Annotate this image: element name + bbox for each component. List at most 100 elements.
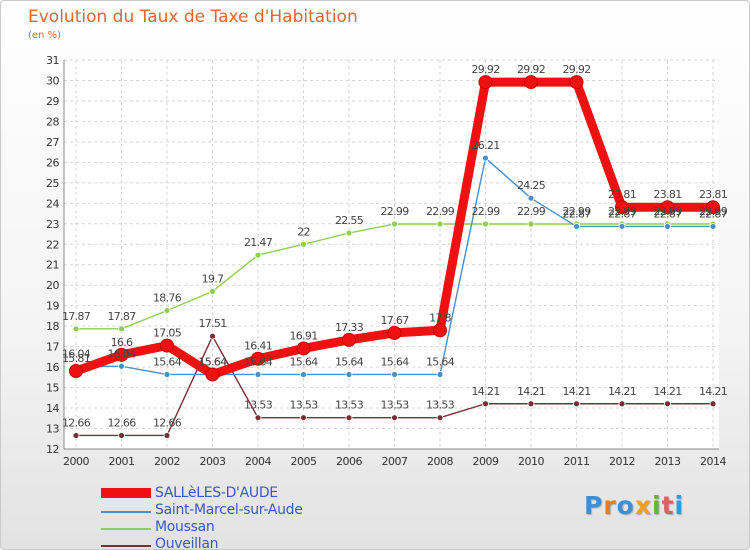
data-point-1 — [527, 194, 535, 202]
x-tick-label: 2010 — [518, 455, 544, 468]
data-label-3: 14.21 — [699, 385, 727, 398]
y-tick-label: 30 — [46, 74, 59, 87]
y-tick-label: 12 — [46, 443, 59, 456]
data-label-2: 22.99 — [608, 205, 637, 218]
data-label-3: 13.53 — [290, 399, 319, 412]
data-point-2 — [527, 220, 535, 228]
data-label-2: 22.99 — [563, 205, 592, 218]
chart-title: Evolution du Taux de Taxe d'Habitation — [28, 7, 358, 27]
y-tick-label: 18 — [46, 320, 59, 333]
data-point-3 — [118, 432, 125, 439]
data-label-2: 22.55 — [335, 214, 364, 227]
data-label-0: 23.81 — [699, 188, 727, 201]
x-tick-label: 2009 — [473, 455, 499, 468]
data-point-3 — [163, 432, 171, 439]
chart-subtitle: (en %) — [28, 30, 61, 41]
data-label-0: 16.41 — [244, 340, 272, 353]
data-label-3: 14.21 — [517, 385, 545, 398]
y-tick-label: 20 — [46, 279, 59, 292]
data-label-3: 17.51 — [199, 317, 227, 330]
y-tick-label: 14 — [46, 402, 59, 415]
proxiti-logo: Proxiti — [584, 491, 685, 520]
y-tick-label: 23 — [46, 218, 59, 231]
data-point-1 — [391, 371, 398, 378]
data-point-1 — [618, 223, 626, 230]
y-tick-label: 29 — [46, 95, 59, 108]
data-label-1: 15.64 — [335, 355, 364, 368]
x-tick-label: 2008 — [427, 455, 453, 468]
data-point-1 — [345, 371, 353, 378]
data-label-1: 22.87 — [563, 207, 592, 220]
legend-swatch-moussan — [101, 528, 151, 530]
legend-swatch-saint-marcel — [101, 511, 151, 513]
data-point-0 — [478, 75, 493, 90]
data-point-1 — [118, 362, 125, 370]
x-tick-label: 2005 — [291, 455, 317, 468]
data-point-3 — [300, 414, 307, 422]
y-tick-label: 13 — [46, 423, 59, 436]
x-tick-label: 2013 — [655, 455, 681, 468]
data-point-3 — [709, 400, 717, 408]
data-label-1: 22.87 — [654, 207, 683, 220]
data-point-0 — [660, 200, 675, 215]
data-point-1 — [163, 371, 171, 378]
data-label-0: 15.64 — [199, 355, 228, 368]
data-label-1: 15.64 — [153, 355, 182, 368]
data-point-2 — [436, 220, 444, 228]
data-point-3 — [436, 414, 444, 422]
y-tick-label: 17 — [46, 341, 59, 354]
data-point-3 — [482, 400, 489, 408]
data-label-3: 13.53 — [244, 399, 273, 412]
data-point-1 — [664, 223, 671, 230]
data-label-2: 17.87 — [108, 310, 137, 323]
x-tick-label: 2004 — [245, 455, 271, 468]
y-tick-label: 15 — [46, 382, 59, 395]
data-label-2: 22.99 — [472, 205, 501, 218]
y-tick-label: 26 — [46, 156, 59, 169]
data-point-0 — [342, 332, 356, 347]
data-label-0: 17.05 — [153, 327, 182, 340]
data-point-3 — [573, 400, 580, 408]
data-point-1 — [436, 371, 444, 378]
data-label-2: 21.47 — [244, 236, 273, 249]
data-label-2: 22.99 — [426, 205, 455, 218]
data-point-0 — [251, 351, 265, 366]
data-label-3: 13.53 — [381, 399, 410, 412]
data-label-2: 17.87 — [62, 310, 91, 323]
legend-swatch-sallelles — [101, 488, 151, 498]
data-point-2 — [209, 287, 216, 295]
y-tick-label: 24 — [46, 197, 59, 210]
data-point-2 — [163, 307, 171, 314]
data-point-3 — [391, 414, 398, 422]
data-point-0 — [524, 75, 538, 90]
y-tick-label: 28 — [46, 115, 59, 128]
y-tick-label: 27 — [46, 136, 59, 149]
data-label-1: 26.21 — [472, 139, 500, 152]
y-tick-label: 19 — [46, 300, 59, 313]
data-label-0: 17.67 — [381, 314, 410, 327]
data-point-1 — [482, 154, 489, 162]
y-tick-label: 31 — [46, 54, 59, 67]
y-tick-label: 16 — [46, 361, 59, 374]
data-label-2: 22.99 — [517, 205, 546, 218]
data-label-2: 18.76 — [153, 292, 182, 305]
data-label-2: 22 — [297, 225, 310, 238]
data-label-0: 23.81 — [608, 188, 636, 201]
data-point-1 — [300, 371, 307, 378]
data-point-2 — [254, 251, 262, 259]
data-label-3: 14.21 — [608, 385, 636, 398]
x-tick-label: 2011 — [564, 455, 590, 468]
legend-label-moussan: Moussan — [155, 519, 215, 535]
legend-swatch-ouveillan — [101, 545, 151, 547]
data-label-0: 15.81 — [62, 352, 90, 365]
data-point-3 — [664, 400, 671, 408]
data-label-0: 23.81 — [654, 188, 682, 201]
data-label-3: 14.21 — [563, 385, 591, 398]
data-label-1: 15.64 — [290, 355, 319, 368]
data-point-2 — [118, 325, 125, 333]
data-label-3: 14.21 — [654, 385, 682, 398]
x-tick-label: 2001 — [109, 455, 135, 468]
data-label-0: 16.91 — [290, 329, 318, 342]
data-point-3 — [618, 400, 626, 408]
